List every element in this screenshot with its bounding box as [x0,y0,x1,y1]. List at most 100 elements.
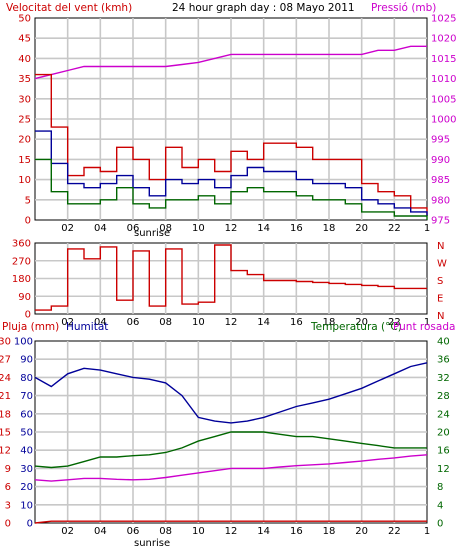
x-tick-label: 14 [257,317,270,328]
x-tick-label: 1 [424,223,430,234]
y-tick-label: 50 [18,14,31,25]
y-tick-label: 1010 [431,74,456,85]
dewpoint-line [34,454,428,482]
y-tick-label: 20 [20,482,33,493]
x-tick-label: 04 [94,223,107,234]
y-tick-label: 0 [437,519,443,530]
x-tick-label: 20 [355,317,368,328]
y-tick-label: 15 [18,155,31,166]
x-tick-label: 04 [94,317,107,328]
pressure-label: Pressió (mb) [371,2,436,14]
y-tick-label: 25 [18,115,31,126]
y-tick-label: 100 [14,337,33,348]
y-tick-label: 20 [437,428,450,439]
y-tick-label: 360 [12,239,31,250]
y-tick-label: 50 [20,428,33,439]
y-tick-label: 12 [0,446,11,457]
humidity-label: Humitat [66,321,108,333]
compass-letter: N [437,311,444,322]
x-tick-label: 06 [127,317,140,328]
y-tick-label: 30 [18,94,31,105]
y-tick-label: 0 [25,310,31,321]
x-tick-label: 22 [388,223,401,234]
y-tick-label: 60 [20,409,33,420]
y-tick-label: 3 [5,500,11,511]
y-tick-label: 24 [0,373,11,384]
y-tick-label: 35 [18,74,31,85]
y-tick-label: 12 [437,464,450,475]
y-tick-label: 0 [27,519,33,530]
humidity-temperature-grid [35,341,427,523]
x-tick-label: 10 [192,317,205,328]
wind-pressure-lines [34,45,428,220]
y-tick-label: 18 [0,409,11,420]
pressure-line [34,45,427,80]
rain-label: Pluja (mm) [2,321,59,333]
x-tick-label: 1 [424,526,430,537]
y-tick-label: 30 [20,464,33,475]
x-tick-label: 18 [323,317,336,328]
humidity-line [34,362,428,424]
x-tick-label: 10 [192,526,205,537]
dewpoint-label: Punt rosada [393,321,455,333]
temperature-line [35,158,428,220]
sunrise-label: sunrise [134,228,170,239]
y-tick-label: 8 [437,482,443,493]
temperature-line [34,431,427,469]
y-tick-label: 30 [0,337,11,348]
y-tick-label: 4 [437,500,443,511]
y-tick-label: 995 [431,135,450,146]
x-tick-label: 12 [225,526,238,537]
x-tick-label: 08 [159,526,172,537]
x-tick-label: 02 [61,317,74,328]
x-tick-label: 02 [61,223,74,234]
y-tick-label: 40 [18,54,31,65]
y-tick-label: 180 [12,274,31,285]
compass-letter: E [437,294,443,305]
y-tick-label: 28 [437,391,450,402]
chart-title: 24 hour graph day : 08 Mayo 2011 [172,2,355,14]
y-tick-label: 975 [431,216,450,227]
y-tick-label: 1015 [431,54,456,65]
y-tick-label: 70 [20,391,33,402]
x-tick-label: 20 [355,526,368,537]
y-tick-label: 27 [0,355,11,366]
x-tick-label: 18 [323,223,336,234]
wind-pressure-ticks: 02 04 06 08 10 12 14 16 18 20 22 105101520253035404… [18,14,456,235]
y-tick-label: 90 [20,355,33,366]
y-tick-label: 24 [437,409,450,420]
x-tick-label: 12 [225,317,238,328]
y-tick-label: 1020 [431,34,456,45]
x-tick-label: 06 [127,526,140,537]
x-tick-label: 02 [61,526,74,537]
y-tick-label: 1005 [431,94,456,105]
y-tick-label: 21 [0,391,11,402]
y-tick-label: 6 [5,482,11,493]
x-tick-label: 04 [94,526,107,537]
x-tick-label: 20 [355,223,368,234]
y-tick-label: 20 [18,135,31,146]
humidity-temperature-lines [34,362,428,524]
y-tick-label: 32 [437,373,450,384]
y-tick-label: 36 [437,355,450,366]
x-tick-label: 12 [225,223,238,234]
y-tick-label: 980 [431,195,450,206]
x-tick-label: 18 [323,526,336,537]
x-tick-label: 22 [388,526,401,537]
wind-speed-label: Velocitat del vent (kmh) [6,2,132,14]
y-tick-label: 10 [20,500,33,511]
x-tick-label: 08 [159,317,172,328]
y-tick-label: 990 [431,155,450,166]
x-tick-label: 06 [127,223,140,234]
x-tick-label: 08 [159,223,172,234]
y-tick-label: 16 [437,446,450,457]
x-tick-label: 1 [424,317,430,328]
humidity-line [35,130,428,216]
y-tick-label: 15 [0,428,11,439]
y-tick-label: 1000 [431,115,456,126]
